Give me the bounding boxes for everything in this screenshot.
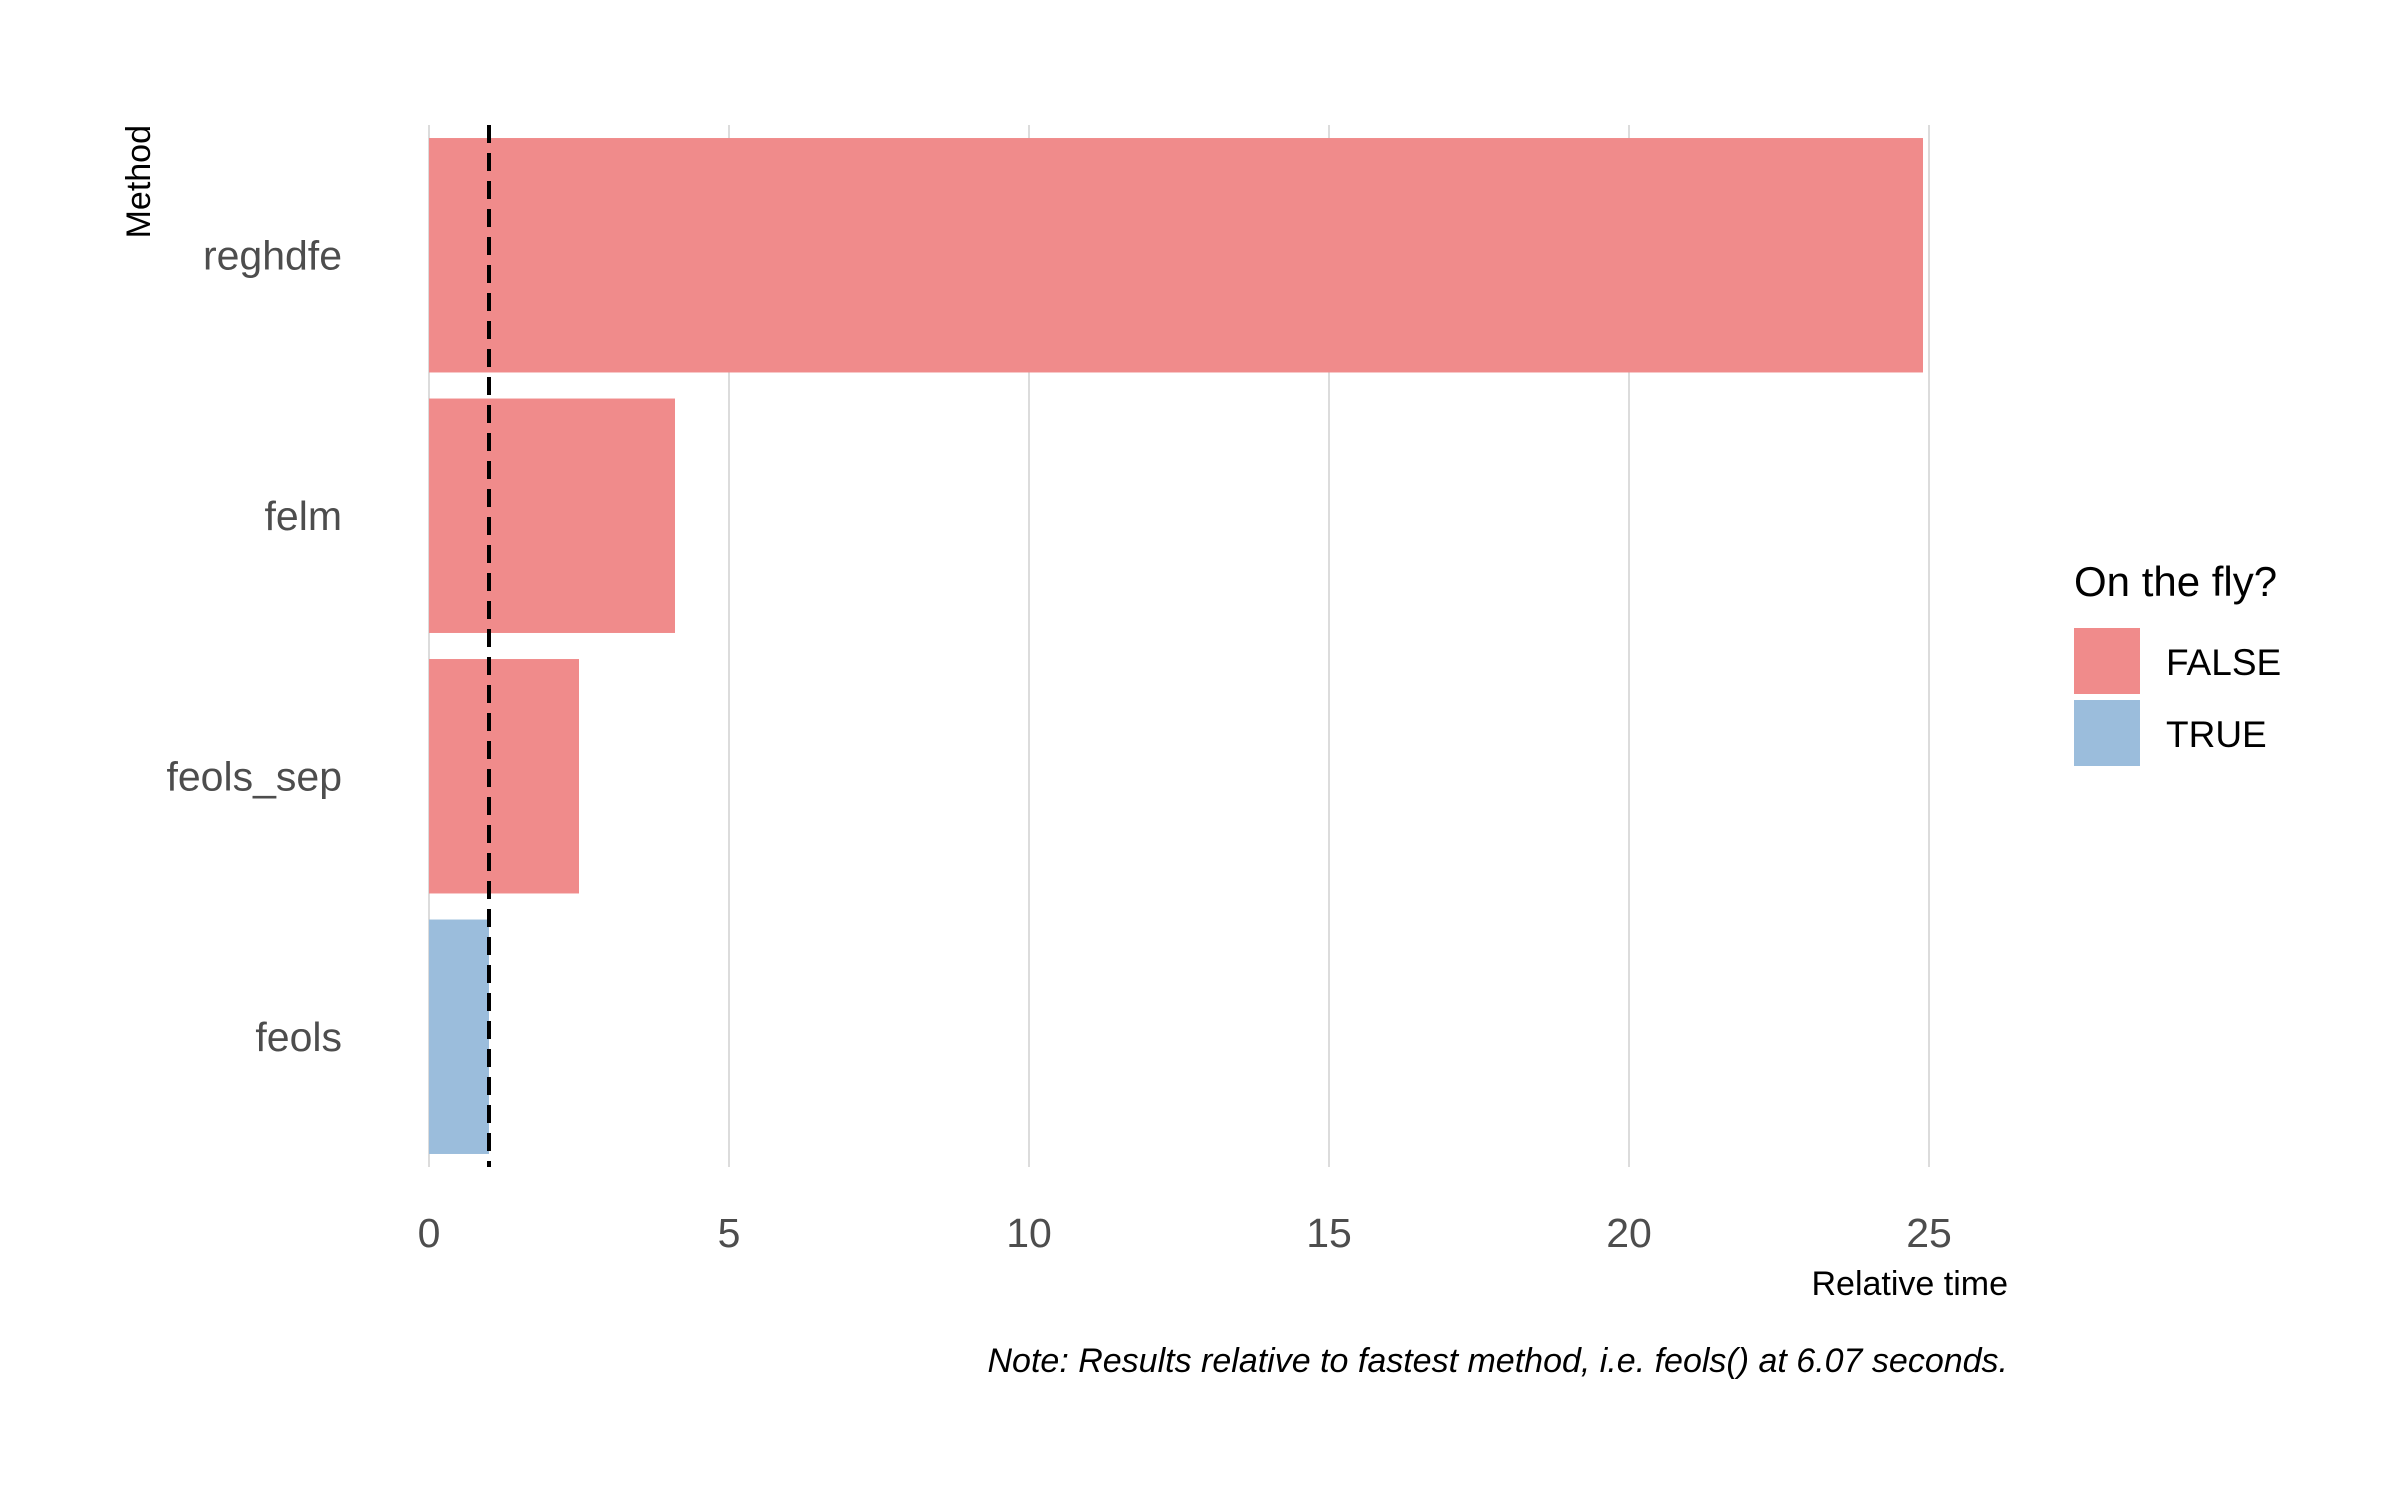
x-tick-label-0: 0 [418, 1210, 441, 1256]
x-tick-label-10: 10 [1006, 1210, 1052, 1256]
bars [429, 138, 1923, 1154]
y-tick-label-felm: felm [265, 493, 342, 539]
legend: On the fly? FALSE TRUE [2074, 558, 2281, 766]
legend-label-false: FALSE [2166, 642, 2281, 683]
y-axis-title: Method [120, 125, 158, 238]
bar-feols [429, 919, 489, 1154]
y-tick-label-feols: feols [255, 1014, 342, 1060]
bar-felm [429, 398, 675, 633]
x-tick-label-15: 15 [1306, 1210, 1352, 1256]
legend-title: On the fly? [2074, 558, 2277, 605]
chart-note: Note: Results relative to fastest method… [988, 1342, 2009, 1380]
legend-swatch-true [2074, 700, 2140, 766]
x-tick-label-25: 25 [1906, 1210, 1952, 1256]
y-tick-label-reghdfe: reghdfe [203, 232, 342, 278]
legend-label-true: TRUE [2166, 714, 2267, 755]
x-tick-label-20: 20 [1606, 1210, 1652, 1256]
legend-swatch-false [2074, 628, 2140, 694]
x-axis-title: Relative time [1811, 1265, 2008, 1303]
bar-reghdfe [429, 138, 1923, 373]
x-tick-labels: 0 5 10 15 20 25 [418, 1210, 1952, 1256]
y-tick-label-feols_sep: feols_sep [166, 753, 342, 799]
bar-feols_sep [429, 659, 579, 894]
x-tick-label-5: 5 [718, 1210, 741, 1256]
legend-entries: FALSE TRUE [2074, 628, 2281, 766]
